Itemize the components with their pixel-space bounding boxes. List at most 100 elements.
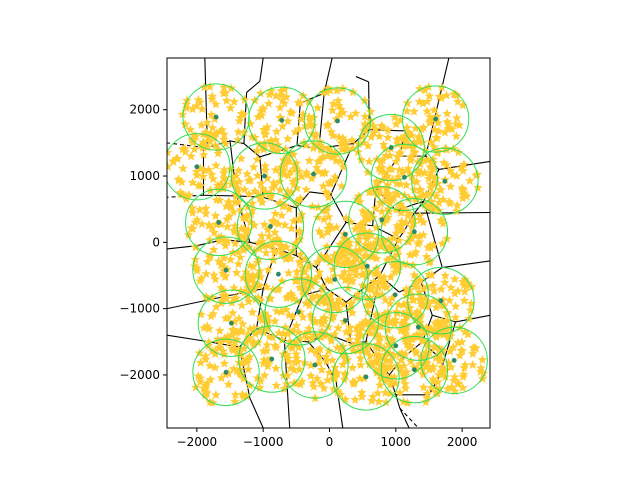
star-point — [300, 254, 310, 264]
star-point — [326, 290, 336, 300]
star-point — [255, 266, 265, 276]
coverage-circle — [332, 343, 400, 411]
star-point — [385, 198, 395, 208]
star-point — [282, 370, 293, 380]
y-tick-label: 0 — [152, 235, 160, 249]
star-point — [306, 371, 316, 381]
star-point — [363, 167, 373, 177]
star-point — [422, 96, 433, 106]
star-point — [347, 135, 357, 145]
center-point — [415, 324, 421, 330]
star-point — [315, 156, 325, 166]
star-point — [195, 204, 205, 214]
star-point — [297, 263, 308, 273]
star-point — [372, 339, 382, 349]
star-point — [172, 153, 183, 163]
center-point — [312, 362, 318, 368]
star-point — [198, 383, 209, 393]
star-point — [421, 251, 432, 261]
coverage-circle — [236, 192, 305, 261]
star-point — [436, 354, 447, 364]
coverage-circle — [333, 232, 401, 300]
star-point — [376, 120, 387, 130]
star-point — [322, 121, 332, 131]
star-point — [316, 364, 327, 374]
star-point — [399, 374, 409, 384]
star-point — [433, 377, 443, 387]
star-point — [374, 313, 385, 323]
star-point — [239, 184, 250, 194]
star-point — [365, 351, 375, 361]
star-point — [264, 231, 274, 241]
star-point — [458, 165, 468, 175]
star-point — [468, 348, 478, 358]
star-point — [235, 112, 246, 122]
star-point — [291, 174, 302, 184]
star-point — [360, 239, 371, 249]
star-point — [259, 144, 269, 154]
star-point — [200, 351, 211, 361]
star-point — [242, 357, 252, 367]
center-point — [393, 343, 399, 349]
star-point — [220, 87, 231, 97]
star-point — [307, 201, 318, 211]
star-point — [228, 207, 239, 217]
star-point — [429, 342, 440, 352]
star-point — [433, 117, 443, 127]
center-point — [411, 367, 417, 373]
x-tick-label: 2000 — [447, 435, 478, 449]
center-point — [276, 271, 281, 277]
star-point — [452, 378, 463, 388]
star-point — [316, 378, 326, 388]
star-point — [236, 153, 246, 163]
star-point — [450, 288, 460, 298]
star-point — [420, 352, 431, 362]
star-point — [454, 120, 465, 130]
star-point — [409, 270, 419, 280]
star-point — [392, 220, 402, 230]
star-point — [450, 301, 461, 311]
star-point — [383, 192, 393, 202]
star-point — [351, 245, 361, 255]
star-point — [237, 300, 247, 310]
star-point — [422, 357, 432, 367]
star-point — [294, 364, 305, 374]
star-point — [301, 298, 311, 308]
star-point — [371, 330, 381, 340]
star-point — [196, 309, 206, 319]
star-point — [270, 316, 280, 326]
star-point — [429, 286, 439, 296]
voronoi-edge — [399, 407, 410, 428]
center-point — [438, 298, 444, 304]
star-point — [350, 108, 361, 118]
star-point — [376, 198, 386, 208]
star-point — [230, 396, 240, 406]
star-point — [276, 245, 287, 255]
star-point — [455, 350, 465, 360]
center-point — [213, 114, 219, 120]
star-point — [328, 264, 338, 274]
star-point — [396, 207, 406, 217]
star-point — [363, 326, 373, 336]
star-point — [263, 98, 274, 108]
star-point — [245, 217, 256, 227]
star-point — [267, 183, 278, 193]
star-point — [385, 272, 396, 282]
star-point — [325, 177, 335, 187]
star-point — [199, 165, 209, 175]
star-point — [391, 119, 401, 129]
star-point — [247, 198, 257, 208]
star-point — [271, 363, 281, 373]
star-point — [445, 346, 455, 356]
star-point — [376, 166, 386, 176]
star-point — [219, 253, 229, 263]
star-point — [323, 227, 333, 237]
star-point — [434, 205, 444, 215]
star-point — [418, 122, 429, 132]
star-point — [338, 251, 349, 261]
star-point — [202, 321, 212, 331]
coverage-circle — [348, 186, 416, 254]
star-point — [205, 360, 215, 370]
coverage-circle — [411, 147, 479, 215]
voronoi-edge — [425, 58, 450, 157]
